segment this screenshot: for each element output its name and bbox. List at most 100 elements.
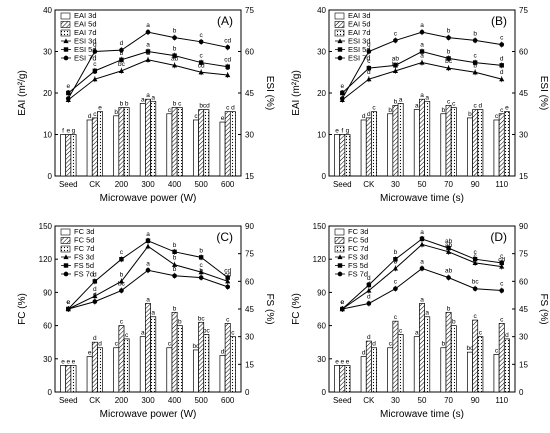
y-tick-label-right: 45 [245, 305, 254, 314]
bar-significance-label: g [346, 128, 350, 135]
line-significance-label: bc [118, 281, 126, 288]
bar [397, 103, 404, 177]
line-point [419, 241, 425, 247]
bar-significance-label: e [61, 358, 65, 365]
bar-significance-label: c [500, 107, 504, 114]
bar-significance-label: d [362, 113, 366, 120]
legend-label: EAI 5d [74, 20, 97, 29]
line-significance-label: bc [118, 61, 126, 68]
y-tick-label-left: 10 [317, 131, 326, 140]
line-significance-label: ab [392, 55, 400, 62]
line-significance-label: c [394, 279, 398, 286]
bar [339, 365, 346, 393]
legend-label: EAI 5d [348, 20, 371, 29]
chart-panel-3: 0 30 60 90 120 150 0 15 30 45 60 75 90 Seed CK 200 300 40… [17, 222, 275, 420]
bar-significance-label: d [231, 105, 235, 112]
line-significance-label: a [146, 42, 150, 49]
x-tick-label: 70 [444, 396, 453, 405]
y-tick-label-left: 40 [317, 6, 326, 15]
bar [477, 109, 484, 177]
line-significance-label: d [367, 69, 371, 76]
line-point [366, 76, 372, 82]
x-tick-label: 200 [115, 396, 129, 405]
y-axis-label-right: FS (%) [538, 293, 549, 324]
x-tick-label: 30 [391, 396, 400, 405]
line-point [118, 278, 125, 284]
line-point [198, 255, 204, 260]
y-tick-label-left: 20 [43, 89, 52, 98]
legend-marker [63, 271, 69, 277]
legend-label: FS 3d [74, 253, 94, 262]
bar [118, 107, 125, 177]
bar [498, 323, 505, 393]
bar-significance-label: e [335, 358, 339, 365]
bar-significance-label: b [452, 319, 456, 326]
y-tick-label-right: 15 [245, 172, 254, 181]
line-point [472, 286, 478, 292]
line-point [198, 275, 204, 280]
bar [450, 107, 457, 177]
bar [334, 365, 341, 393]
line-point [92, 76, 98, 82]
legend-label: ESI 3d [74, 37, 97, 46]
bar [224, 111, 231, 177]
x-tick-label: Seed [333, 396, 352, 405]
legend-marker [337, 254, 343, 260]
chart-panel-4: 0 30 60 90 120 150 0 15 30 45 60 75 90 Seed CK 30 50 70 90… [291, 222, 549, 420]
line-point [171, 262, 178, 267]
bar [498, 113, 505, 177]
line-significance-label: bc [445, 58, 453, 65]
bar-significance-label: c [372, 105, 376, 112]
y-axis-label-right: FS (%) [264, 293, 275, 324]
bar-significance-label: d [221, 348, 225, 355]
x-tick-label: 110 [495, 180, 508, 189]
y-tick-label-right: 75 [519, 250, 528, 259]
line-point [499, 260, 504, 266]
line-significance-label: d [367, 275, 371, 282]
bar-significance-label: a [141, 96, 145, 103]
bar-significance-label: c [231, 330, 235, 337]
line-significance-label: b [447, 48, 451, 55]
bar [60, 134, 67, 177]
bar-significance-label: d [479, 103, 483, 110]
bar-significance-label: c [394, 314, 398, 321]
legend-marker [337, 271, 343, 277]
line-point [66, 90, 71, 96]
bar [139, 103, 146, 177]
bar-significance-label: c [447, 98, 451, 105]
bar [219, 121, 226, 177]
legend-label: ESI 7d [348, 54, 371, 63]
line-point [366, 287, 372, 293]
line-point [225, 64, 230, 69]
line-point [499, 63, 504, 68]
panel-label: (A) [217, 14, 233, 28]
y-tick-label-right: 45 [519, 89, 528, 98]
bar-significance-label: f [62, 128, 64, 135]
bar [203, 109, 210, 177]
line-point [225, 45, 231, 50]
legend-swatch [60, 237, 71, 244]
bar-significance-label: a [151, 94, 155, 101]
legend-label: EAI 7d [74, 28, 97, 37]
line-significance-label: d [367, 293, 371, 300]
line-point [145, 57, 151, 62]
legend-label: ESI 5d [74, 45, 97, 54]
line-point [340, 90, 345, 96]
line-significance-label: ab [171, 55, 179, 62]
line-significance-label: d [120, 40, 124, 47]
line-significance-label: b [447, 28, 451, 35]
line-point [472, 38, 478, 43]
bar [123, 107, 130, 177]
bar-significance-label: c [399, 327, 403, 334]
line-significance-label: c [500, 35, 504, 42]
line-significance-label: e [340, 83, 344, 90]
x-tick-label: 600 [221, 396, 235, 405]
chart-panel-2: 0 10 20 30 40 15 30 45 60 75 Seed CK 30 50 70 90 110 Micr… [291, 6, 549, 204]
bar [123, 338, 130, 393]
y-tick-label-right: 30 [519, 131, 528, 140]
legend-label: FC 3d [348, 227, 368, 236]
line-point [145, 243, 151, 249]
bar [392, 320, 399, 393]
